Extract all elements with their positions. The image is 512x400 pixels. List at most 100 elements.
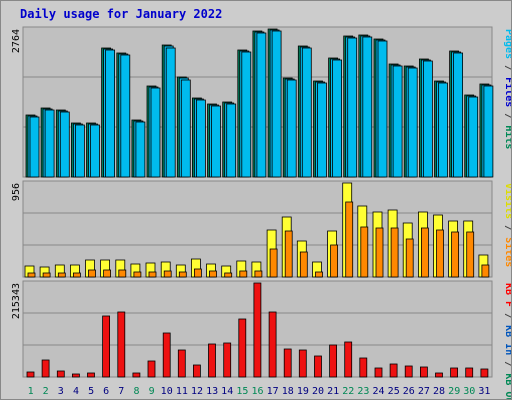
legend-separator: / [503, 59, 511, 77]
bar-kb-f-day-10 [162, 332, 171, 378]
bar-pages-day-19 [301, 47, 312, 178]
legend-label-kb-f: KB F [503, 283, 511, 307]
bar-pages-day-28 [438, 82, 448, 178]
bar-sites-day-19 [299, 251, 308, 278]
bar-kb-f-day-31 [480, 368, 489, 378]
x-tick-label-30: 30 [463, 386, 475, 397]
bar-pages-day-17 [271, 30, 282, 178]
x-tick-label-20: 20 [312, 386, 324, 397]
x-tick-label-15: 15 [236, 386, 248, 397]
bar-pages-day-9 [150, 87, 161, 178]
bar-sites-day-20 [315, 271, 323, 278]
chart-title: Daily usage for January 2022 [20, 7, 223, 21]
x-tick-label-17: 17 [267, 386, 279, 397]
bar-sites-day-24 [375, 227, 384, 278]
legend-label-hits: Hits [503, 125, 511, 149]
x-tick-label-14: 14 [221, 386, 233, 397]
x-tick-label-31: 31 [478, 386, 490, 397]
bar-pages-day-12 [195, 99, 206, 178]
bar-pages-day-20 [317, 82, 327, 178]
x-tick-label-22: 22 [342, 386, 354, 397]
bar-kb-f-day-20 [314, 355, 322, 378]
bar-pages-day-24 [377, 40, 388, 178]
bar-sites-day-26 [405, 238, 414, 278]
bar-kb-f-day-15 [238, 318, 247, 378]
bar-kb-f-day-29 [450, 367, 459, 378]
bar-sites-day-10 [163, 270, 172, 278]
bar-kb-f-day-21 [329, 344, 338, 378]
bar-kb-f-day-27 [419, 366, 428, 378]
legend-label-pages: Pages [503, 29, 511, 59]
x-tick-label-24: 24 [372, 386, 384, 397]
bar-kb-f-day-12 [192, 364, 201, 378]
bar-sites-day-1 [27, 272, 36, 278]
legend-separator: / [503, 355, 511, 373]
bar-kb-f-day-28 [435, 372, 443, 378]
legend-label-sites: Sites [503, 237, 511, 267]
legend-separator: / [503, 219, 511, 237]
legend-separator: / [503, 107, 511, 125]
y-max-label-0: 2764 [11, 29, 22, 53]
bar-sites-day-22 [345, 201, 354, 278]
bar-pages-day-21 [332, 59, 343, 178]
bar-sites-day-15 [239, 270, 248, 278]
bar-sites-day-17 [269, 248, 278, 278]
y-max-label-2: 215343 [11, 283, 22, 319]
bar-kb-f-day-11 [177, 349, 186, 378]
bar-kb-f-day-13 [208, 343, 216, 378]
bar-kb-f-day-23 [359, 357, 368, 378]
x-tick-label-1: 1 [28, 386, 34, 397]
bar-kb-f-day-5 [87, 372, 95, 378]
x-tick-label-10: 10 [161, 386, 173, 397]
legend-label-kb-in: KB In [503, 325, 511, 355]
bar-sites-day-12 [193, 268, 202, 278]
bar-pages-day-6 [105, 49, 115, 178]
x-tick-label-2: 2 [43, 386, 49, 397]
bar-pages-day-26 [407, 67, 418, 178]
bar-pages-day-2 [44, 109, 55, 178]
y-max-label-1: 956 [11, 183, 22, 201]
bar-pages-day-3 [59, 111, 70, 178]
bar-sites-day-5 [88, 269, 96, 278]
bar-pages-day-27 [422, 60, 433, 178]
bar-sites-day-14 [224, 272, 233, 278]
bar-sites-day-4 [73, 272, 81, 278]
x-tick-label-9: 9 [149, 386, 155, 397]
bar-pages-day-7 [120, 54, 131, 178]
bar-kb-f-day-24 [374, 367, 383, 378]
x-tick-label-18: 18 [282, 386, 294, 397]
bar-pages-day-11 [180, 79, 191, 178]
bar-sites-day-27 [420, 227, 429, 278]
bar-sites-day-16 [254, 270, 263, 278]
x-tick-label-27: 27 [418, 386, 430, 397]
x-tick-label-13: 13 [206, 386, 218, 397]
bar-sites-day-21 [330, 244, 339, 278]
bar-kb-f-day-17 [268, 311, 277, 378]
bar-kb-f-day-9 [147, 360, 156, 378]
bar-kb-f-day-19 [298, 349, 307, 378]
bar-pages-day-16 [256, 32, 267, 178]
bar-pages-day-13 [211, 105, 221, 178]
bar-sites-day-6 [103, 269, 111, 278]
right-legend-1: Visits / Sites [503, 183, 511, 267]
bar-pages-day-4 [75, 124, 85, 178]
bar-sites-day-23 [360, 226, 369, 278]
bar-kb-f-day-6 [102, 315, 110, 378]
bar-pages-day-8 [135, 121, 146, 178]
bar-kb-f-day-16 [253, 282, 262, 378]
bar-sites-day-13 [209, 270, 217, 278]
bar-pages-day-22 [347, 37, 358, 178]
x-tick-label-6: 6 [103, 386, 109, 397]
bar-sites-day-8 [133, 271, 142, 278]
x-tick-label-21: 21 [327, 386, 339, 397]
bar-pages-day-29 [453, 52, 464, 178]
bar-pages-day-18 [286, 79, 297, 178]
x-tick-label-23: 23 [357, 386, 369, 397]
bar-pages-day-25 [392, 65, 403, 178]
bar-sites-day-9 [148, 271, 157, 278]
x-tick-label-3: 3 [58, 386, 64, 397]
bar-pages-day-10 [165, 47, 176, 178]
bar-kb-f-day-3 [56, 370, 65, 378]
